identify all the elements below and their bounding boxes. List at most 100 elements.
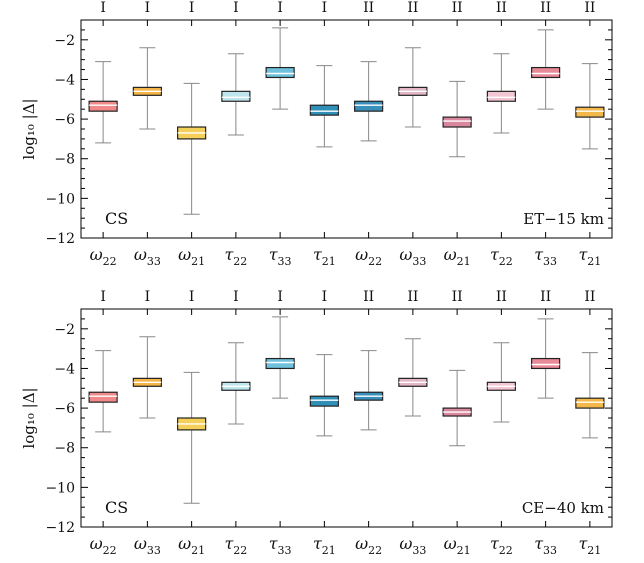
- box-10: [531, 318, 561, 399]
- top-group-label: I: [189, 289, 195, 305]
- x-category-label: ω22: [90, 534, 117, 557]
- iqr-box: [442, 116, 472, 128]
- box-11: [575, 352, 605, 439]
- box-7: [398, 338, 428, 417]
- top-group-label: II: [496, 289, 507, 305]
- plot-frame: [80, 308, 613, 528]
- iqr-box: [486, 90, 516, 102]
- box-5: [309, 65, 339, 148]
- box-0: [88, 350, 118, 433]
- box-8: [442, 369, 472, 447]
- x-category-label: τ33: [269, 245, 292, 268]
- top-group-label: II: [496, 0, 507, 16]
- box-11: [575, 63, 605, 150]
- iqr-box: [88, 100, 118, 112]
- box-4: [265, 316, 295, 399]
- y-tick-label: −2: [54, 322, 75, 338]
- box-5: [309, 354, 339, 437]
- top-group-label: I: [322, 0, 328, 16]
- y-tick-label: −10: [45, 191, 75, 207]
- iqr-box: [309, 104, 339, 116]
- x-category-label: τ33: [269, 534, 292, 557]
- x-category-label: τ22: [490, 245, 513, 268]
- top-group-label: I: [322, 289, 328, 305]
- box-6: [354, 61, 384, 142]
- y-tick-label: −10: [45, 480, 75, 496]
- x-category-label: ω33: [134, 245, 161, 268]
- box-4: [265, 27, 295, 110]
- top-group-label: II: [452, 289, 463, 305]
- y-axis-label: log₁₀ |Δ|: [20, 98, 38, 159]
- top-group-label: I: [100, 0, 106, 16]
- top-group-label: I: [189, 0, 195, 16]
- y-tick-label: −6: [54, 112, 75, 128]
- y-tick-label: −4: [54, 72, 75, 88]
- x-category-label: τ21: [578, 245, 601, 268]
- box-6: [354, 350, 384, 431]
- iqr-box: [221, 90, 251, 102]
- y-tick-label: −4: [54, 361, 75, 377]
- top-group-label: I: [277, 0, 283, 16]
- iqr-box: [309, 395, 339, 407]
- y-tick-label: −12: [45, 520, 75, 536]
- top-group-label: II: [363, 0, 374, 16]
- x-category-label: ω22: [355, 245, 382, 268]
- x-category-label: ω21: [444, 534, 471, 557]
- top-group-label: I: [145, 0, 151, 16]
- x-category-label: ω22: [355, 534, 382, 557]
- box-1: [132, 47, 162, 130]
- x-category-label: ω21: [178, 534, 205, 557]
- annotation-left: CS: [105, 498, 128, 517]
- box-2: [177, 371, 207, 504]
- iqr-box: [531, 66, 561, 79]
- top-group-label: II: [540, 289, 551, 305]
- y-tick-label: −12: [45, 231, 75, 247]
- annotation-right: ET−15 km: [523, 210, 604, 228]
- box-9: [486, 53, 516, 134]
- top-group-label: I: [100, 289, 106, 305]
- x-category-label: ω21: [444, 245, 471, 268]
- top-group-label: I: [233, 0, 239, 16]
- top-group-label: II: [407, 0, 418, 16]
- top-group-label: II: [584, 289, 595, 305]
- x-category-label: ω21: [178, 245, 205, 268]
- top-group-label: I: [145, 289, 151, 305]
- x-category-label: ω22: [90, 245, 117, 268]
- iqr-box: [354, 100, 384, 112]
- x-category-label: ω33: [399, 534, 426, 557]
- y-tick-label: −2: [54, 33, 75, 49]
- top-group-label: I: [277, 289, 283, 305]
- box-2: [177, 82, 207, 215]
- y-tick-label: −8: [54, 441, 75, 457]
- top-group-label: II: [363, 289, 374, 305]
- iqr-box: [265, 357, 295, 370]
- annotation-left: CS: [105, 209, 128, 228]
- x-category-label: ω33: [399, 245, 426, 268]
- iqr-box: [265, 66, 295, 79]
- box-0: [88, 61, 118, 144]
- iqr-box: [575, 397, 605, 409]
- box-3: [221, 53, 251, 136]
- top-group-label: II: [407, 289, 418, 305]
- top-group-label: II: [452, 0, 463, 16]
- annotation-right: CE−40 km: [522, 499, 604, 517]
- box-10: [531, 29, 561, 110]
- x-category-label: τ21: [578, 534, 601, 557]
- box-8: [442, 80, 472, 158]
- x-category-label: τ22: [490, 534, 513, 557]
- plot-frame: [80, 19, 613, 239]
- iqr-box: [88, 391, 118, 403]
- box-7: [398, 47, 428, 128]
- box-3: [221, 342, 251, 425]
- top-group-label: I: [233, 289, 239, 305]
- y-tick-label: −6: [54, 401, 75, 417]
- top-group-label: II: [584, 0, 595, 16]
- x-category-label: τ21: [313, 245, 336, 268]
- x-category-label: τ22: [224, 245, 247, 268]
- x-category-label: ω33: [134, 534, 161, 557]
- y-axis-label: log₁₀ |Δ|: [20, 387, 38, 448]
- x-category-label: τ33: [534, 245, 557, 268]
